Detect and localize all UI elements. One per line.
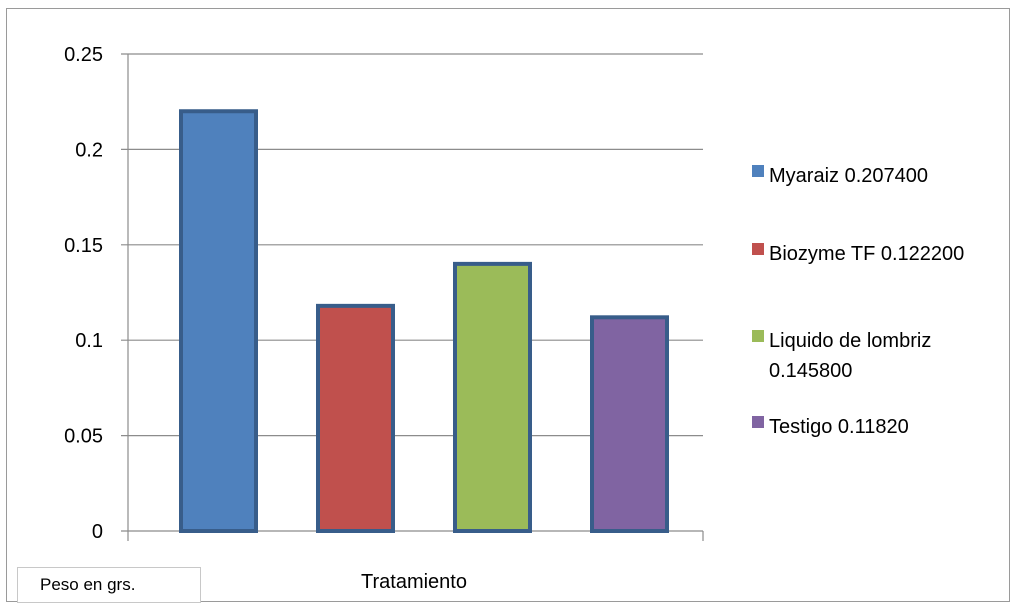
y-tick-label: 0.25	[64, 44, 103, 66]
legend-label: Biozyme TF 0.122200	[769, 243, 964, 265]
legend: Myaraiz 0.207400 Biozyme TF 0.122200 Liqui…	[752, 165, 964, 438]
bar-3	[453, 261, 532, 533]
y-tick-labels: 0 0.05 0.1 0.15 0.2 0.25	[64, 44, 103, 543]
legend-swatch	[752, 165, 764, 177]
y-tick-label: 0.1	[75, 330, 103, 352]
y-tick-label: 0.15	[64, 235, 103, 257]
legend-label: Testigo 0.11820	[769, 416, 909, 438]
bar-2	[316, 303, 395, 533]
y-axis-title: Peso en grs.	[17, 567, 201, 603]
y-tick-label: 0	[92, 521, 103, 543]
bar-4	[590, 315, 669, 533]
legend-label: 0.145800	[769, 360, 852, 382]
x-axis-title: Tratamiento	[361, 571, 467, 593]
bar-1	[179, 109, 258, 534]
legend-label: Liquido de lombriz	[769, 330, 931, 352]
y-tick-label: 0.2	[75, 139, 103, 161]
legend-label: Myaraiz 0.207400	[769, 165, 928, 187]
bars	[179, 109, 669, 534]
y-tick-label: 0.05	[64, 426, 103, 448]
y-axis-title-text: Peso en grs.	[40, 575, 136, 594]
legend-swatch	[752, 243, 764, 255]
legend-swatch	[752, 416, 764, 428]
legend-swatch	[752, 330, 764, 342]
